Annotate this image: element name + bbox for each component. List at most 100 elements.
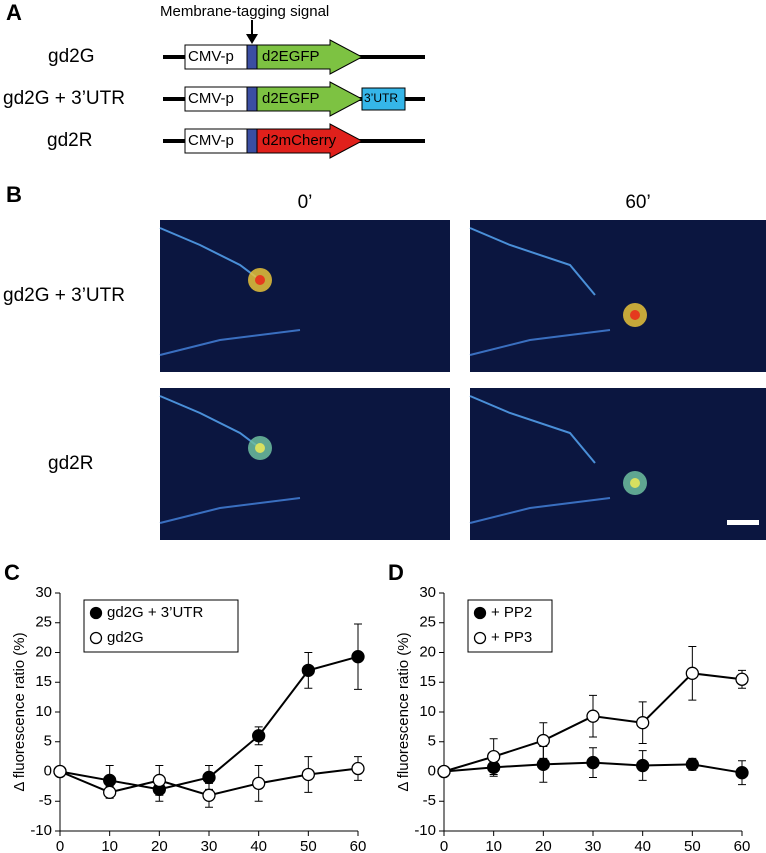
x-tick-label: 40 <box>634 838 651 853</box>
data-point <box>301 663 315 677</box>
neurite <box>159 395 261 449</box>
x-tick-label: 60 <box>350 838 367 853</box>
legend-box <box>83 599 239 653</box>
x-tick-label: 0 <box>440 838 448 853</box>
reporter-label: d2EGFP <box>262 48 320 65</box>
signal-box <box>246 86 258 112</box>
growth-cone-core <box>255 275 265 285</box>
legend-label: + PP2 <box>491 604 532 621</box>
data-point <box>636 758 650 773</box>
neurite <box>469 227 596 296</box>
legend-label: gd2G + 3’UTR <box>107 604 203 621</box>
neurite <box>469 329 611 356</box>
y-tick-label: 5 <box>44 733 52 750</box>
legend-marker <box>473 606 487 620</box>
construct-name: gd2G <box>48 46 94 67</box>
y-tick-label: 25 <box>419 614 436 631</box>
data-point <box>536 733 550 748</box>
x-tick-label: 20 <box>151 838 168 853</box>
x-tick-label: 50 <box>300 838 317 853</box>
legend-marker <box>89 631 103 645</box>
data-point <box>487 749 501 764</box>
y-tick-label: 15 <box>35 673 52 690</box>
reporter-arrow <box>256 39 364 75</box>
data-point <box>252 776 266 791</box>
y-tick-label: 20 <box>419 643 436 660</box>
data-point <box>152 773 166 788</box>
column-label: 0’ <box>298 192 313 213</box>
neurite <box>159 329 301 356</box>
x-tick-label: 30 <box>585 838 602 853</box>
legend-marker <box>89 606 103 620</box>
growth-cone-core <box>630 478 640 488</box>
data-point <box>685 757 699 772</box>
y-tick-label: 20 <box>35 643 52 660</box>
x-tick-label: 50 <box>684 838 701 853</box>
y-tick-label: -5 <box>423 792 436 809</box>
x-tick-label: 20 <box>535 838 552 853</box>
micrograph <box>470 220 766 372</box>
y-axis-label: Δ fluorescence ratio (%) <box>395 632 412 791</box>
reporter-label: d2EGFP <box>262 90 320 107</box>
promoter-label: CMV-p <box>188 48 234 65</box>
scale-bar <box>727 520 759 525</box>
data-point <box>252 729 266 743</box>
data-point <box>103 773 117 788</box>
column-label: 60’ <box>625 192 650 213</box>
y-tick-label: 0 <box>428 762 436 779</box>
construct-name: gd2R <box>47 130 92 151</box>
growth-cone-core <box>255 443 265 453</box>
neurite <box>469 395 596 464</box>
y-tick-label: 25 <box>35 614 52 631</box>
legend-label: + PP3 <box>491 629 532 646</box>
y-tick-label: -10 <box>30 822 52 839</box>
data-point <box>437 764 451 779</box>
data-point <box>351 761 365 776</box>
y-tick-label: 30 <box>35 584 52 601</box>
panel-letter: D <box>388 560 404 585</box>
utr-box <box>361 87 406 111</box>
neurite <box>159 227 261 281</box>
row-label: gd2R <box>48 453 93 474</box>
panel-letter: C <box>4 560 20 585</box>
data-point <box>586 709 600 723</box>
data-point <box>53 764 67 779</box>
data-point <box>586 755 600 770</box>
reporter-arrow <box>256 81 364 117</box>
neurite <box>159 497 301 524</box>
growth-cone-core <box>630 310 640 320</box>
x-tick-label: 0 <box>56 838 64 853</box>
data-point <box>351 650 365 664</box>
y-tick-label: -10 <box>414 822 436 839</box>
data-point <box>103 785 117 799</box>
row-label: gd2G + 3’UTR <box>3 285 125 306</box>
promoter-label: CMV-p <box>188 90 234 107</box>
y-tick-label: 5 <box>428 733 436 750</box>
data-point <box>536 757 550 772</box>
y-tick-label: 0 <box>44 762 52 779</box>
y-axis-label: Δ fluorescence ratio (%) <box>11 632 28 791</box>
y-tick-label: -5 <box>39 792 52 809</box>
promoter-label: CMV-p <box>188 132 234 149</box>
signal-box <box>246 128 258 154</box>
x-tick-label: 40 <box>250 838 267 853</box>
y-tick-label: 30 <box>419 584 436 601</box>
x-tick-label: 10 <box>101 838 118 853</box>
y-tick-label: 10 <box>419 703 436 720</box>
data-point <box>636 716 650 730</box>
arrow-head <box>246 34 258 44</box>
micrograph <box>160 220 450 372</box>
signal-label: Membrane-tagging signal <box>160 3 329 20</box>
legend-label: gd2G <box>107 629 144 646</box>
legend-marker <box>473 631 487 645</box>
data-point <box>735 672 749 686</box>
neurite <box>469 497 611 524</box>
micrograph <box>160 388 450 540</box>
data-point <box>202 788 216 802</box>
y-tick-label: 10 <box>35 703 52 720</box>
panel-letter: B <box>6 182 22 207</box>
panel-letter: A <box>6 0 22 25</box>
micrograph <box>470 388 766 540</box>
signal-box <box>246 44 258 70</box>
